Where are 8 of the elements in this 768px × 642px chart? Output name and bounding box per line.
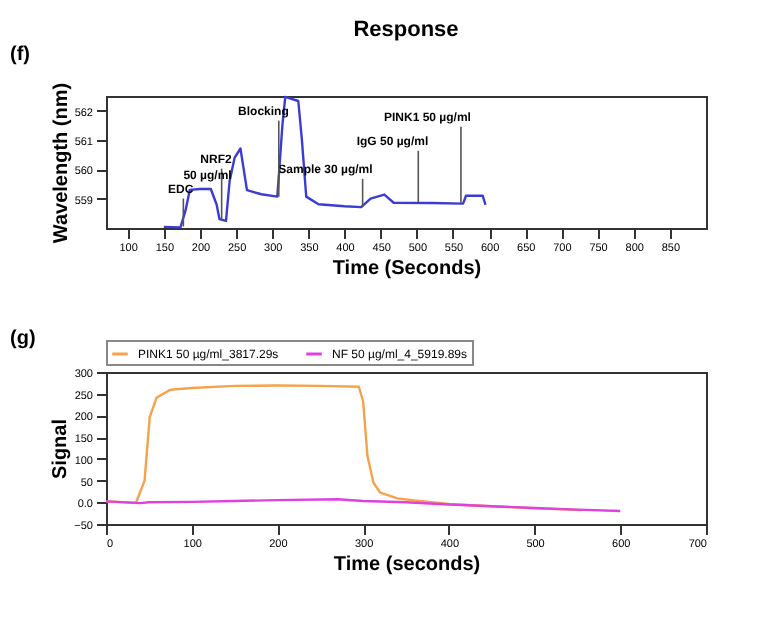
x-axis-title: Time (Seconds) — [332, 258, 482, 280]
x-axis-title: Time (seconds) — [333, 554, 481, 576]
line-series — [162, 95, 487, 229]
text: (g) — [10, 328, 36, 350]
text: (f) — [10, 44, 30, 66]
chart-title: Response — [353, 18, 459, 42]
y-axis-title: Signal — [50, 418, 73, 480]
y-axis-title: Wavelength (nm) — [50, 82, 73, 244]
